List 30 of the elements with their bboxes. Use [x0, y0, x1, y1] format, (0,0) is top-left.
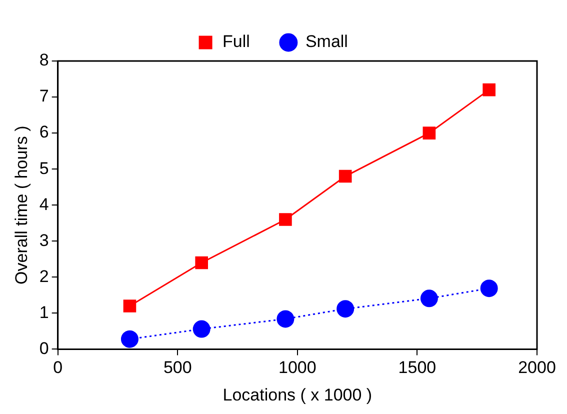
point [480, 280, 498, 298]
point [336, 300, 354, 318]
point [482, 83, 496, 96]
legend-label: Small [305, 32, 348, 52]
y-tick-label: 6 [39, 122, 49, 142]
y-tick-label: 7 [39, 86, 49, 106]
y-tick-label: 8 [39, 50, 49, 70]
y-axis-title: Overall time ( hours ) [12, 126, 31, 284]
x-tick-label: 0 [53, 358, 63, 378]
point [422, 126, 436, 140]
point [420, 290, 438, 308]
y-tick-label: 5 [39, 158, 49, 178]
point [120, 330, 138, 348]
x-tick-label: 500 [163, 358, 192, 378]
y-tick-label: 2 [39, 266, 49, 286]
y-tick-label: 0 [39, 338, 49, 358]
point [195, 256, 208, 270]
x-tick-label: 2000 [518, 358, 556, 378]
point [338, 170, 352, 183]
y-tick-label: 3 [39, 230, 49, 250]
legend-label: Full [222, 32, 250, 52]
x-axis-title: Locations ( x 1000 ) [222, 385, 372, 404]
y-tick-label: 1 [39, 302, 49, 322]
point [192, 320, 210, 338]
point [123, 300, 136, 312]
x-tick-label: 1500 [398, 358, 436, 378]
x-tick-label: 1000 [278, 358, 316, 378]
point [279, 213, 292, 226]
point [276, 310, 294, 328]
y-tick-label: 4 [39, 194, 49, 214]
